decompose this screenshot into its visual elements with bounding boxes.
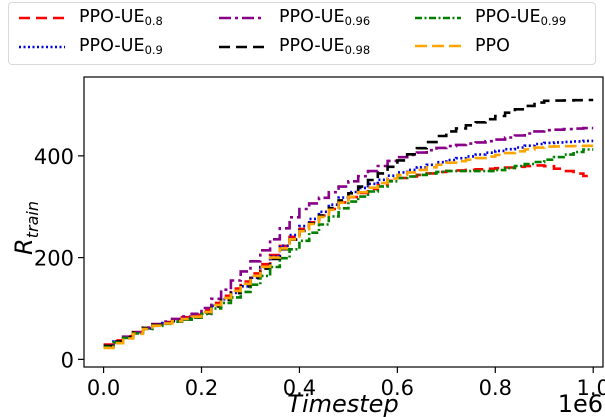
x-tick-label: 0.2 — [185, 376, 218, 400]
legend-item: PPO-UE0.9 — [17, 36, 163, 57]
x-axis-label: Timestep — [287, 390, 398, 417]
legend-swatch — [19, 16, 65, 19]
y-axis-label-base: R — [10, 238, 38, 255]
x-axis: 0.0 0.2 0.4 0.6 0.8 1.0 — [87, 367, 605, 400]
y-tick-label: 0 — [61, 348, 74, 372]
legend-label-base: PPO — [475, 36, 510, 56]
legend-label-base: PPO-UE — [279, 36, 345, 56]
legend-swatch — [219, 45, 265, 48]
legend-label: PPO-UE0.99 — [475, 7, 566, 28]
y-axis-label-subscript: train — [23, 201, 42, 238]
legend: PPO-UE0.8 PPO-UE0.9 PPO-UE0.96 PPO-UE0.98 PP… — [8, 2, 596, 65]
y-axis-label: Rtrain — [10, 201, 42, 255]
legend-label-subscript: 0.9 — [144, 43, 163, 57]
x-tick-label: 0.0 — [87, 376, 120, 400]
x-tick-label: 0.4 — [283, 376, 316, 400]
x-tick-label: 0.6 — [381, 376, 414, 400]
legend-label-subscript: 0.99 — [540, 14, 567, 28]
plot-lines — [103, 98, 594, 350]
legend-label: PPO-UE0.8 — [79, 7, 163, 28]
legend-item: PPO-UE0.98 — [217, 36, 370, 57]
x-offset-label: 1e6 — [558, 390, 603, 417]
legend-item: PPO-UE0.99 — [413, 7, 566, 28]
legend-label-subscript: 0.96 — [344, 14, 371, 28]
legend-label: PPO-UE0.98 — [279, 36, 370, 57]
x-tick-label: 1.0 — [577, 376, 605, 400]
series-line-2 — [103, 139, 594, 348]
legend-label: PPO — [475, 36, 510, 56]
series-line-4 — [103, 98, 594, 348]
legend-swatch — [415, 16, 461, 19]
legend-label-base: PPO-UE — [475, 7, 541, 27]
plot-frame — [83, 76, 604, 368]
series-line-5 — [103, 148, 594, 349]
y-axis: 0 200 400 — [34, 145, 84, 372]
legend-swatch — [219, 16, 265, 19]
legend-swatch — [19, 45, 65, 48]
legend-item: PPO-UE0.8 — [17, 7, 163, 28]
legend-label-base: PPO-UE — [279, 7, 345, 27]
series-line-3 — [103, 126, 594, 348]
legend-item: PPO-UE0.96 — [217, 7, 370, 28]
legend-label-base: PPO-UE — [79, 36, 145, 56]
y-tick-label: 400 — [34, 145, 74, 169]
y-tick-label: 200 — [34, 247, 74, 271]
legend-label-subscript: 0.8 — [144, 14, 163, 28]
legend-swatch — [415, 44, 461, 48]
legend-label: PPO-UE0.9 — [79, 36, 163, 57]
legend-label: PPO-UE0.96 — [279, 7, 370, 28]
legend-label-base: PPO-UE — [79, 7, 145, 27]
legend-label-subscript: 0.98 — [344, 43, 371, 57]
series-line-6 — [103, 144, 594, 350]
x-tick-label: 0.8 — [479, 376, 512, 400]
legend-item: PPO — [413, 36, 510, 56]
